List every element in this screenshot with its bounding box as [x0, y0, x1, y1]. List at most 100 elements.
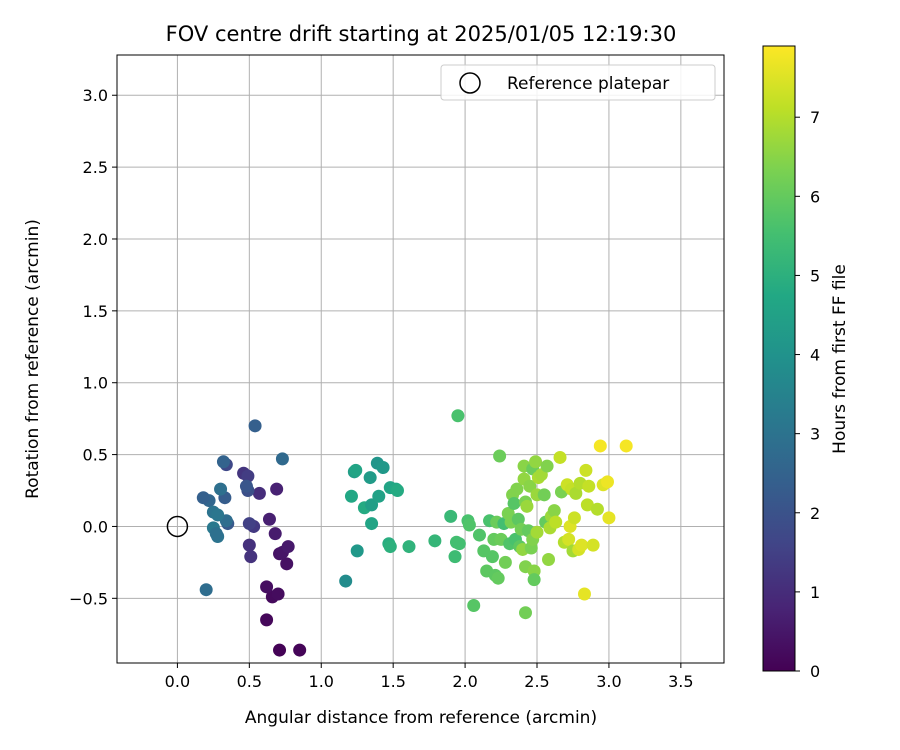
scatter-point — [270, 482, 284, 496]
scatter-point — [553, 450, 567, 464]
scatter-point — [537, 488, 551, 502]
legend: Reference platepar — [440, 64, 716, 101]
scatter-point — [293, 643, 307, 657]
scatter-point — [363, 471, 377, 485]
scatter-point — [209, 527, 223, 541]
reference-marker-layer — [166, 515, 189, 538]
scatter-point — [510, 482, 524, 496]
y-tick-label: 0.5 — [83, 446, 108, 465]
plot-background — [117, 55, 724, 663]
scatter-point — [339, 574, 353, 588]
scatter-point — [273, 643, 287, 657]
x-tick-label: 0.5 — [237, 672, 262, 691]
scatter-point — [467, 599, 481, 613]
colorbar-label: Hours from first FF file — [830, 264, 850, 454]
scatter-point — [590, 502, 604, 516]
scatter-point — [448, 550, 462, 564]
x-tick-label: 3.0 — [596, 672, 621, 691]
colorbar-tick-label: 7 — [810, 108, 820, 127]
y-tick-label: 1.5 — [83, 302, 108, 321]
scatter-point — [575, 538, 589, 552]
legend-entry-reference: Reference platepar — [507, 74, 669, 94]
scatter-point — [507, 496, 521, 510]
scatter-point — [344, 489, 358, 503]
colorbar-tick-label: 0 — [810, 662, 820, 681]
x-tick-label: 3.5 — [668, 672, 693, 691]
scatter-point — [519, 606, 533, 620]
scatter-point — [275, 452, 289, 466]
scatter-point — [567, 511, 581, 525]
colorbar: 0 1 2 3 4 5 6 7 Hours from first FF file — [762, 45, 850, 681]
scatter-point — [529, 455, 543, 469]
scatter-point — [527, 573, 541, 587]
x-tick-label: 0.0 — [165, 672, 190, 691]
scatter-point — [365, 498, 379, 512]
scatter-point — [593, 439, 607, 453]
scatter-point — [350, 544, 364, 558]
scatter-point — [248, 419, 262, 433]
scatter-point — [211, 508, 225, 522]
colorbar-tick-label: 2 — [810, 504, 820, 523]
scatter-point — [569, 486, 583, 500]
scatter-point — [349, 463, 363, 477]
legend-box — [440, 64, 716, 101]
scatter-point — [280, 557, 294, 571]
grid — [117, 55, 724, 663]
scatter-point — [452, 537, 466, 551]
scatter-point — [582, 479, 596, 493]
scatter-point — [493, 449, 507, 463]
scatter-point — [472, 528, 486, 542]
colorbar-ticks: 0 1 2 3 4 5 6 7 — [795, 108, 820, 681]
x-tick-label: 2.5 — [524, 672, 549, 691]
scatter-point — [540, 459, 554, 473]
colorbar-tick-label: 6 — [810, 187, 820, 206]
scatter-point — [390, 484, 404, 498]
scatter-point — [586, 538, 600, 552]
scatter-point — [241, 469, 255, 483]
scatter-point — [271, 587, 285, 601]
scatter-point — [511, 512, 525, 526]
scatter-point — [252, 486, 266, 500]
legend-marker-icon — [459, 72, 481, 94]
y-tick-label: 0.0 — [83, 517, 108, 536]
scatter-point — [376, 461, 390, 475]
scatter-point — [444, 509, 458, 523]
scatter-point — [196, 491, 210, 505]
scatter-point — [244, 550, 258, 564]
scatter-point — [542, 553, 556, 567]
x-axis-label: Angular distance from reference (arcmin) — [245, 708, 597, 728]
scatter-point — [365, 517, 379, 531]
y-tick-label: 2.0 — [83, 230, 108, 249]
scatter-point — [579, 463, 593, 477]
scatter-point — [600, 475, 614, 489]
scatter-point — [214, 482, 228, 496]
scatter-point — [549, 515, 563, 529]
chart-title: FOV centre drift starting at 2025/01/05 … — [166, 22, 677, 46]
x-axis-ticks: 0.0 0.5 1.0 1.5 2.0 2.5 3.0 3.5 — [165, 663, 694, 691]
scatter-point — [402, 540, 416, 554]
scatter-points — [196, 409, 633, 657]
scatter-point — [547, 504, 561, 518]
x-tick-label: 1.0 — [309, 672, 334, 691]
scatter-point — [498, 555, 512, 569]
colorbar-tick-label: 5 — [810, 266, 820, 285]
scatter-point — [372, 489, 386, 503]
scatter-point — [216, 455, 230, 469]
scatter-point — [242, 517, 256, 531]
y-tick-label: 3.0 — [83, 86, 108, 105]
plot-frame — [116, 54, 725, 664]
scatter-point — [485, 550, 499, 564]
scatter-point — [523, 479, 537, 493]
scatter-point — [260, 613, 274, 627]
scatter-point — [383, 540, 397, 554]
scatter-point — [428, 534, 442, 548]
scatter-point — [281, 540, 295, 554]
scatter-point — [239, 479, 253, 493]
scatter-point — [462, 518, 476, 532]
scatter-point — [260, 580, 274, 594]
scatter-point — [242, 538, 256, 552]
y-tick-label: 2.5 — [83, 158, 108, 177]
scatter-point — [262, 512, 276, 526]
scatter-point — [577, 587, 591, 601]
scatter-point — [268, 527, 282, 541]
